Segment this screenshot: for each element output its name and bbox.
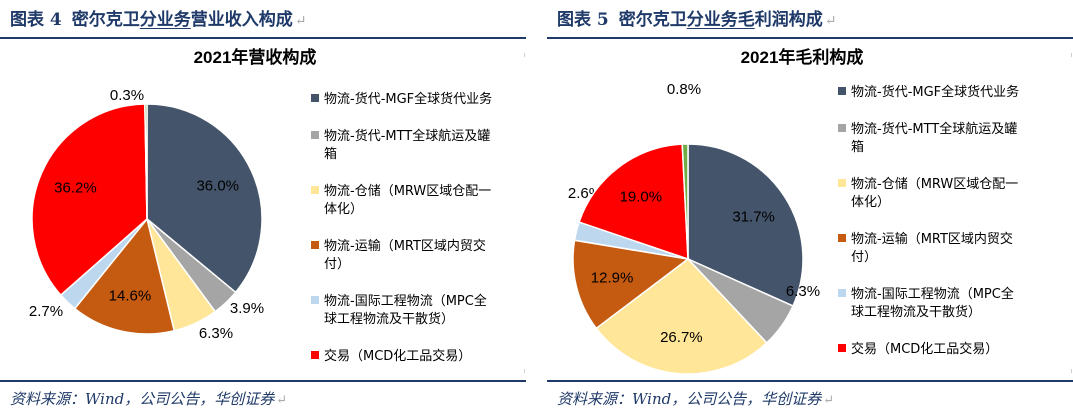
slice-value-label: 19.0%	[620, 189, 663, 206]
legend-swatch	[838, 289, 846, 297]
legend-label: 箱	[324, 146, 337, 162]
chart-title: 2021年营收构成	[194, 47, 317, 67]
frame-tick	[1071, 369, 1072, 373]
legend-label: 物流-货代-MGF全球货代业务	[324, 91, 492, 107]
legend-label: 箱	[851, 139, 864, 155]
source-text: 资料来源：Wind，公司公告，华创证券	[10, 390, 275, 408]
figure-5: 图表 5 密尔克卫分业务毛利润构成 ↵ 2021年毛利构成 31.7% 6.3% 26.7…	[547, 0, 1073, 419]
slice-value-label: 14.6%	[109, 287, 152, 304]
legend-label: 球工程物流及干散货）	[324, 311, 454, 327]
title-part-1: 密尔克卫	[71, 10, 140, 30]
legend-label: 物流-货代-MGF全球货代业务	[851, 84, 1019, 100]
legend-label: 物流-仓储（MRW区域仓配一	[851, 177, 1018, 192]
legend-swatch	[838, 234, 846, 242]
pie-slice	[687, 143, 804, 307]
legend-label: 物流-运输（MRT区域内贸交	[851, 231, 1013, 247]
source-text: 资料来源：Wind，公司公告，华创证券	[557, 390, 822, 408]
legend-label: 物流-国际工程物流（MPC全	[851, 286, 1014, 302]
pie-slice	[681, 143, 689, 260]
legend-label: 交易（MCD化工品交易）	[851, 341, 998, 357]
pie-slice	[146, 103, 263, 294]
slice-value-label: 12.9%	[591, 270, 634, 287]
slice-value-label: 31.7%	[732, 208, 775, 225]
return-mark-icon: ↵	[294, 13, 307, 29]
return-mark-icon: ↵	[276, 393, 288, 408]
slice-value-label: 36.0%	[196, 178, 239, 195]
legend-swatch	[311, 241, 319, 249]
legend-label: 物流-货代-MTT全球航运及罐	[324, 128, 490, 144]
slice-value-label: 0.3%	[110, 87, 144, 104]
pie-slice	[31, 103, 148, 297]
slice-value-label: 6.3%	[199, 325, 233, 342]
legend-swatch	[311, 296, 319, 304]
slice-value-label: 26.7%	[660, 329, 703, 346]
legend-swatch	[838, 124, 846, 132]
slice-value-label: 3.9%	[230, 300, 264, 317]
legend-label: 物流-国际工程物流（MPC全	[324, 293, 487, 309]
top-rule	[547, 37, 1073, 39]
slice-value-label: 6.3%	[786, 283, 820, 300]
title-part-1: 密尔克卫	[618, 10, 687, 30]
legend-label: 物流-货代-MTT全球航运及罐	[851, 121, 1017, 137]
frame-tick	[1071, 53, 1072, 57]
source-note: 资料来源：Wind，公司公告，华创证券 ↵	[10, 387, 287, 411]
legend-label: 体化）	[851, 195, 890, 210]
pie-slice	[73, 217, 176, 335]
legend-swatch	[838, 179, 846, 187]
legend-swatch	[838, 344, 846, 352]
title-part-2: 分业务毛	[686, 10, 755, 30]
legend-swatch	[311, 351, 319, 359]
legend-label: 物流-仓储（MRW区域仓配一	[324, 184, 491, 199]
figure-4: 图表 4 密尔克卫分业务营业收入构成 ↵ 2021年营收构成 36.0% 3.9% 6.3…	[0, 0, 526, 419]
figure-title: 图表 5 密尔克卫分业务毛利润构成 ↵	[557, 6, 836, 34]
legend-swatch	[838, 87, 846, 95]
slice-value-label: 36.2%	[54, 179, 97, 196]
chart-title: 2021年毛利构成	[741, 47, 864, 67]
legend-label: 交易（MCD化工品交易）	[324, 348, 471, 364]
legend-label: 球工程物流及干散货）	[851, 304, 981, 320]
pie-slice	[595, 257, 768, 375]
return-mark-icon: ↵	[823, 393, 835, 408]
legend-swatch	[311, 186, 319, 194]
legend-swatch	[311, 94, 319, 102]
return-mark-icon: ↵	[824, 13, 837, 29]
bottom-rule	[0, 380, 526, 382]
top-rule	[0, 37, 526, 39]
frame-tick	[524, 369, 525, 373]
figure-label: 图表 5	[557, 10, 609, 30]
legend-label: 体化）	[324, 202, 363, 217]
figure-title: 图表 4 密尔克卫分业务营业收入构成 ↵	[10, 6, 306, 34]
frame-tick	[524, 53, 525, 57]
title-part-3: 营业收入构成	[190, 10, 293, 30]
pie-slice	[572, 239, 690, 330]
slice-value-label: 2.7%	[29, 303, 63, 320]
legend-swatch	[311, 131, 319, 139]
pie-slice	[578, 143, 689, 261]
bottom-rule	[547, 380, 1073, 382]
revenue-pie-chart: 2021年营收构成 36.0% 3.9% 6.3% 14.6% 2.7% 36.2% 0.3%…	[29, 47, 525, 373]
slice-value-label: 0.8%	[667, 81, 701, 98]
legend-label: 物流-运输（MRT区域内贸交	[324, 238, 486, 254]
title-part-3: 利润构成	[754, 10, 823, 30]
title-part-2: 分业务	[139, 10, 191, 30]
legend-label: 付）	[851, 250, 877, 265]
source-note: 资料来源：Wind，公司公告，华创证券 ↵	[557, 387, 834, 411]
legend-label: 付）	[324, 257, 350, 272]
figure-label: 图表 4	[10, 10, 62, 30]
pie-slice	[144, 103, 148, 220]
